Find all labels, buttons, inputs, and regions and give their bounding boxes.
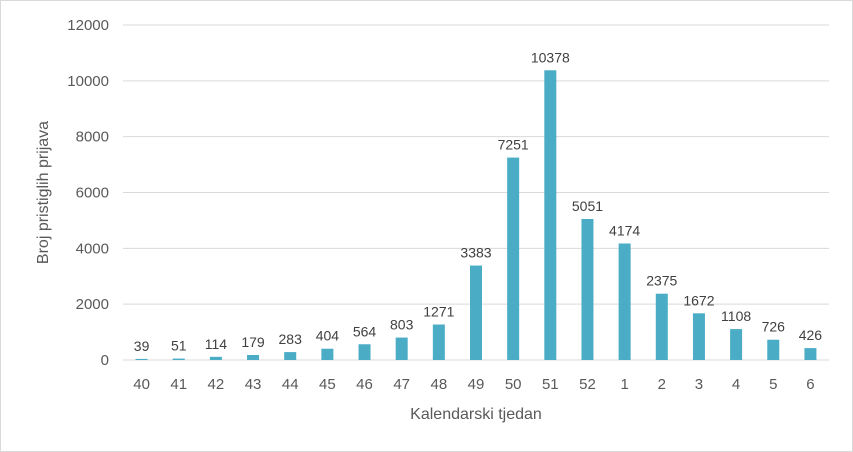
x-tick-label: 44 xyxy=(282,376,299,393)
x-tick-label: 50 xyxy=(505,376,522,393)
data-label: 404 xyxy=(316,328,340,344)
x-tick-label: 5 xyxy=(769,376,777,393)
bar xyxy=(767,339,780,360)
y-tick-label: 2000 xyxy=(76,296,109,313)
bar xyxy=(730,329,743,360)
data-label: 114 xyxy=(205,336,228,352)
x-tick-label: 42 xyxy=(208,376,225,393)
x-axis-title: Kalendarski tjedan xyxy=(410,406,542,423)
bar xyxy=(209,356,222,360)
x-tick-label: 47 xyxy=(393,376,410,393)
data-label: 51 xyxy=(171,338,187,354)
x-tick-label: 43 xyxy=(245,376,262,393)
y-tick-label: 8000 xyxy=(76,129,109,146)
bars xyxy=(135,70,817,361)
bar xyxy=(470,265,482,360)
data-label: 283 xyxy=(279,331,303,347)
bar xyxy=(581,218,594,360)
data-label: 2375 xyxy=(646,273,677,289)
data-label: 7251 xyxy=(498,137,529,153)
x-tick-label: 2 xyxy=(658,376,666,393)
bar xyxy=(655,293,668,360)
bar xyxy=(804,348,817,360)
x-tick-label: 52 xyxy=(579,376,596,393)
y-tick-label: 4000 xyxy=(76,240,109,257)
data-label: 3383 xyxy=(460,245,491,261)
data-label: 803 xyxy=(390,317,414,333)
x-tick-label: 51 xyxy=(542,376,559,393)
bar xyxy=(692,313,705,360)
data-label: 426 xyxy=(799,327,823,343)
data-label: 726 xyxy=(762,319,786,335)
data-label: 10378 xyxy=(531,49,570,65)
y-tick-label: 6000 xyxy=(76,185,109,202)
bar xyxy=(172,358,185,360)
data-label: 1672 xyxy=(683,292,714,308)
data-label: 1108 xyxy=(721,308,751,324)
x-tick-label: 49 xyxy=(468,376,485,393)
x-tick-label: 48 xyxy=(430,376,447,393)
bar xyxy=(507,157,520,360)
x-tick-label: 46 xyxy=(356,376,373,393)
bar xyxy=(618,243,631,360)
x-tick-label: 1 xyxy=(620,376,628,393)
x-axis-ticks: 40 41 42 43 44 45 46 47 48 49 50 51 52 1 2 3 4 5 6 xyxy=(133,376,814,393)
y-axis-ticks: 0 2000 4000 6000 8000 10000 12000 xyxy=(67,17,109,369)
x-tick-label: 6 xyxy=(806,376,814,393)
y-axis-title: Broj pristiglih prijava xyxy=(35,121,52,264)
data-label: 1271 xyxy=(423,304,454,320)
bar xyxy=(247,355,260,360)
bar xyxy=(395,337,408,360)
x-tick-label: 40 xyxy=(133,376,150,393)
bar xyxy=(358,344,371,360)
data-label: 39 xyxy=(134,338,150,354)
data-label: 564 xyxy=(353,323,377,339)
data-label: 179 xyxy=(241,334,265,350)
x-tick-label: 41 xyxy=(170,376,187,393)
bar xyxy=(284,352,297,360)
bar xyxy=(135,358,148,360)
x-tick-label: 4 xyxy=(732,376,740,393)
x-tick-label: 3 xyxy=(695,376,703,393)
bar xyxy=(544,70,557,361)
y-tick-label: 10000 xyxy=(67,73,109,90)
bar xyxy=(321,348,334,360)
y-tick-label: 12000 xyxy=(67,17,109,34)
x-tick-label: 45 xyxy=(319,376,336,393)
y-tick-label: 0 xyxy=(101,352,109,369)
bar xyxy=(432,324,445,360)
data-labels: 39 51 114 179 283 404 564 803 1271 3383 7251 10378 5… xyxy=(134,49,823,354)
gridlines xyxy=(123,24,829,361)
data-label: 4174 xyxy=(609,222,640,238)
data-label: 5051 xyxy=(572,198,603,214)
